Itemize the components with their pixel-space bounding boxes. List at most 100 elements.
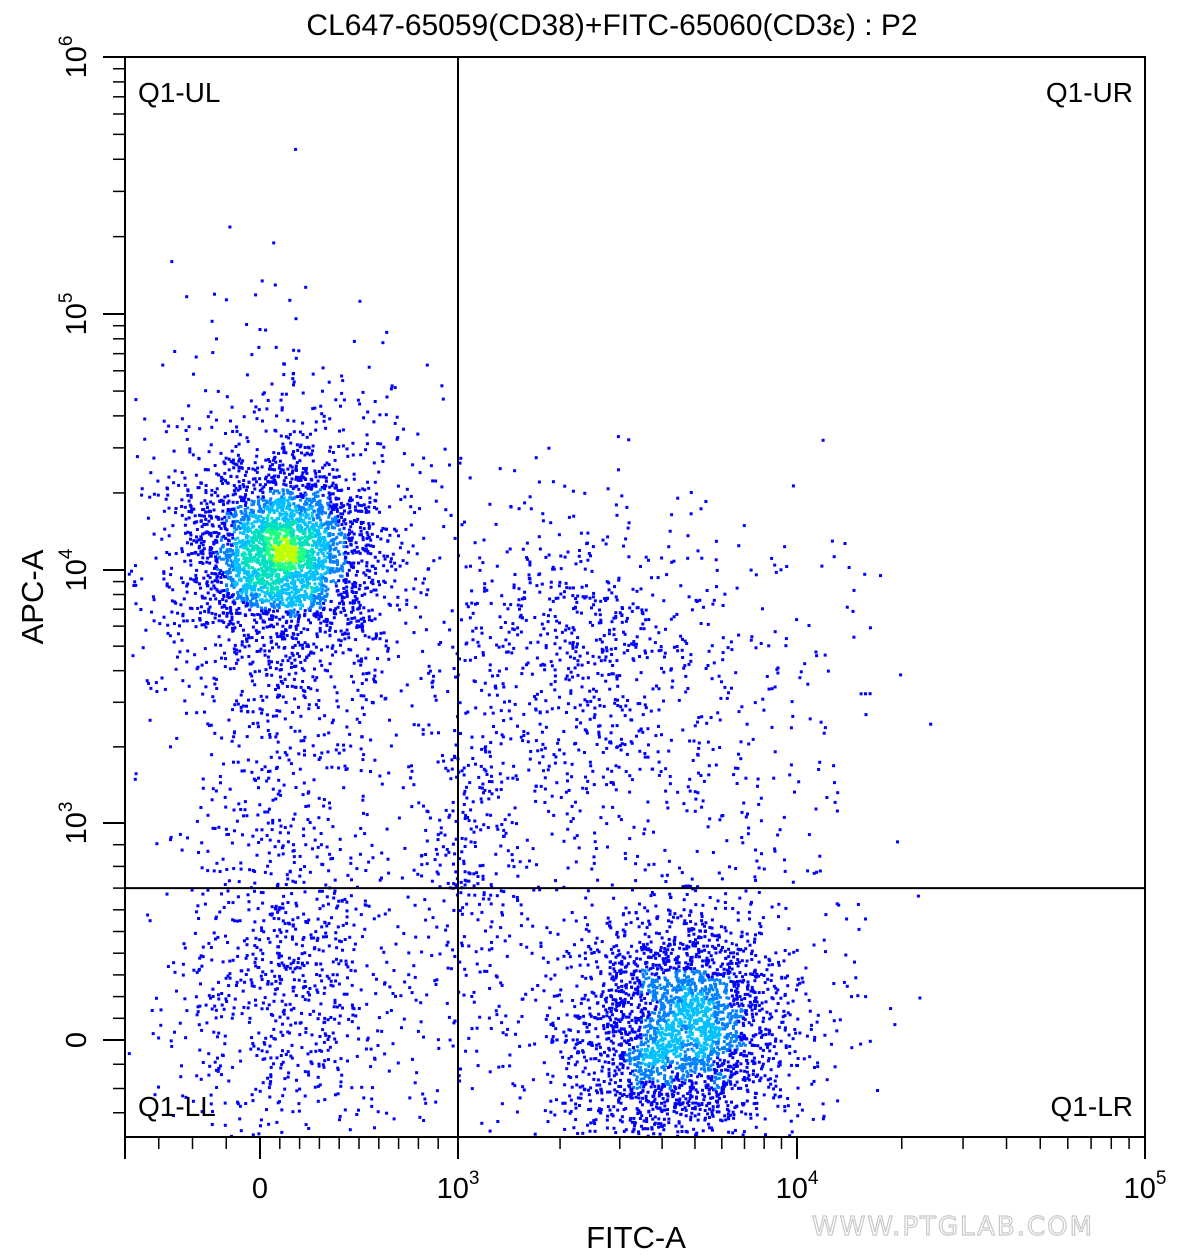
- event-dot: [701, 959, 705, 963]
- event-dot: [274, 540, 278, 544]
- event-dot: [231, 458, 235, 462]
- event-dot: [272, 502, 276, 506]
- event-dot: [200, 841, 204, 845]
- event-dot: [249, 604, 253, 608]
- event-dot: [311, 847, 314, 851]
- event-dot: [266, 592, 270, 595]
- event-dot: [303, 865, 306, 869]
- event-dot: [281, 695, 285, 699]
- event-dot: [232, 507, 235, 511]
- event-dot: [304, 470, 308, 473]
- event-dot: [225, 556, 229, 560]
- event-dot: [203, 647, 207, 651]
- event-dot: [622, 1093, 626, 1096]
- event-dot: [680, 1130, 684, 1133]
- event-dot: [644, 1033, 648, 1037]
- event-dot: [256, 547, 260, 551]
- event-dot: [366, 410, 370, 414]
- event-dot: [282, 502, 286, 506]
- event-dot: [664, 880, 668, 883]
- event-dot: [357, 587, 361, 591]
- event-dot: [533, 1132, 537, 1136]
- event-dot: [265, 672, 269, 676]
- event-dot: [337, 475, 341, 478]
- event-dot: [346, 617, 350, 621]
- event-dot: [314, 543, 318, 547]
- event-dot: [195, 667, 199, 671]
- event-dot: [361, 798, 365, 802]
- event-dot: [359, 453, 363, 457]
- event-dot: [255, 572, 259, 576]
- event-dot: [645, 1055, 649, 1059]
- event-dot: [650, 891, 654, 894]
- event-dot: [762, 974, 766, 977]
- event-dot: [346, 502, 350, 506]
- event-dot: [335, 691, 339, 695]
- event-dot: [372, 677, 376, 681]
- event-dot: [357, 503, 361, 507]
- event-dot: [237, 469, 241, 473]
- event-dot: [251, 572, 255, 576]
- event-dot: [279, 675, 282, 679]
- event-dot: [317, 516, 321, 520]
- event-dot: [356, 607, 360, 611]
- event-dot: [734, 975, 738, 979]
- event-dot: [245, 470, 248, 474]
- event-dot: [290, 465, 294, 469]
- event-dot: [302, 580, 306, 584]
- event-dot: [290, 590, 294, 594]
- event-dot: [324, 594, 328, 598]
- event-dot: [616, 1002, 620, 1005]
- event-dot: [290, 477, 294, 481]
- event-dot: [305, 471, 309, 475]
- event-dot: [743, 1078, 747, 1082]
- event-dot: [278, 592, 282, 596]
- event-dot: [229, 460, 233, 464]
- event-dot: [268, 617, 271, 621]
- event-dot: [245, 637, 248, 641]
- event-dot: [281, 536, 285, 540]
- event-dot: [329, 547, 333, 551]
- event-dot: [757, 891, 761, 894]
- event-dot: [232, 581, 236, 585]
- event-dot: [213, 491, 217, 494]
- event-dot: [682, 1024, 686, 1028]
- event-dot: [207, 532, 211, 536]
- event-dot: [646, 1039, 650, 1043]
- event-dot: [767, 963, 771, 967]
- event-dot: [316, 990, 320, 994]
- event-dot: [227, 553, 231, 557]
- event-dot: [281, 550, 285, 554]
- event-dot: [347, 537, 351, 540]
- event-dot: [267, 851, 271, 855]
- event-dot: [338, 601, 342, 605]
- event-dot: [254, 596, 258, 600]
- event-dot: [642, 1085, 646, 1089]
- event-dot: [619, 1027, 623, 1031]
- event-dot: [186, 582, 190, 586]
- event-dot: [354, 573, 358, 577]
- event-dot: [271, 564, 275, 567]
- event-dot: [353, 834, 357, 838]
- event-dot: [395, 415, 399, 419]
- event-dot: [176, 611, 180, 615]
- event-dot: [398, 546, 402, 550]
- event-dot: [722, 982, 726, 985]
- event-dot: [296, 523, 300, 527]
- event-dot: [231, 500, 235, 504]
- event-dot: [214, 555, 217, 559]
- event-dot: [228, 547, 232, 551]
- event-dot: [592, 991, 596, 995]
- event-dot: [299, 498, 303, 502]
- event-dot: [349, 520, 353, 524]
- event-dot: [177, 632, 180, 636]
- event-dot: [646, 1090, 650, 1094]
- event-dot: [301, 421, 305, 425]
- event-dot: [267, 574, 270, 578]
- event-dot: [743, 992, 747, 996]
- event-dot: [344, 550, 347, 554]
- event-dot: [264, 553, 268, 557]
- event-dot: [251, 577, 254, 581]
- event-dot: [224, 432, 227, 435]
- event-dot: [716, 1040, 720, 1044]
